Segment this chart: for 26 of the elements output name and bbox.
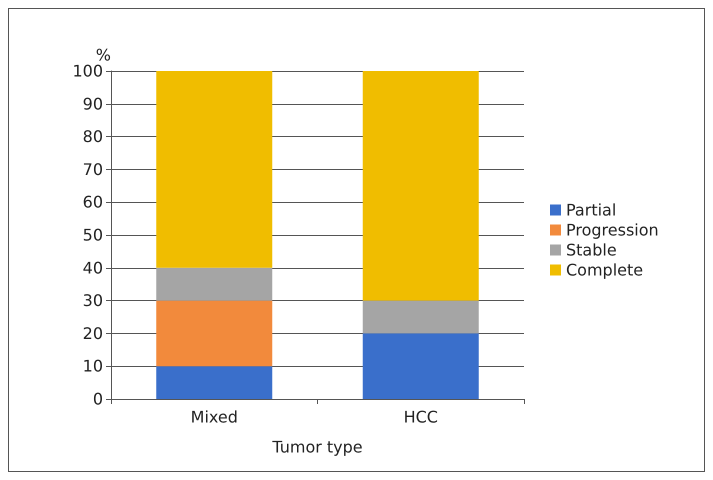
bar bbox=[156, 268, 272, 301]
legend-label: Complete bbox=[566, 260, 644, 280]
bar bbox=[156, 366, 272, 399]
x-axis-title: Tumor type bbox=[271, 438, 363, 456]
y-axis-title: % bbox=[96, 46, 111, 64]
bar bbox=[362, 300, 479, 334]
y-tick-label: 100 bbox=[72, 62, 103, 80]
bar bbox=[156, 71, 272, 268]
bar bbox=[156, 300, 272, 366]
y-tick-label: 10 bbox=[82, 356, 103, 376]
bar bbox=[362, 71, 479, 301]
x-tick-label: HCC bbox=[404, 408, 438, 426]
legend-label: Partial bbox=[566, 200, 616, 220]
y-tick-label: 30 bbox=[82, 291, 103, 310]
bar bbox=[362, 333, 479, 399]
y-tick-label: 80 bbox=[82, 127, 103, 146]
x-tick-label: Mixed bbox=[190, 408, 238, 426]
legend-label: Progression bbox=[566, 220, 659, 240]
y-tick-label: 40 bbox=[82, 258, 103, 278]
y-tick-label: 50 bbox=[82, 226, 103, 244]
legend-label: Stable bbox=[566, 240, 617, 260]
y-tick-label: 20 bbox=[82, 324, 103, 343]
y-tick-label: 0 bbox=[92, 390, 103, 408]
y-tick-label: 70 bbox=[82, 160, 103, 179]
y-tick-label: 60 bbox=[82, 192, 103, 212]
y-tick-label: 90 bbox=[82, 94, 103, 114]
